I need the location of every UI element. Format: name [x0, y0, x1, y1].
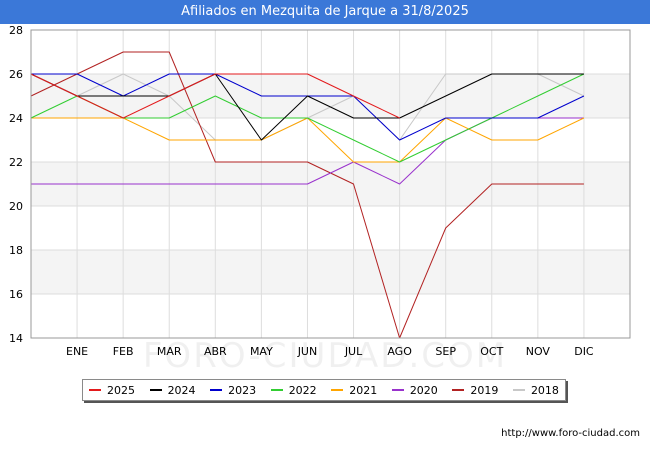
y-tick-label: 18 [9, 244, 23, 257]
x-tick-label: ENE [66, 345, 88, 358]
plot-frame [30, 29, 631, 339]
x-tick-label: DIC [574, 345, 594, 358]
legend-label: 2024 [167, 383, 196, 397]
x-tick-label: JUL [344, 345, 363, 358]
series-line-2019 [30, 51, 584, 339]
x-tick-label: MAR [157, 345, 182, 358]
x-axis: ENE FEB MAR ABR MAY JUN JUL AGO SEP OCT NOV DIC [66, 345, 594, 358]
legend-swatch [89, 389, 101, 391]
legend-swatch [270, 389, 283, 391]
x-tick-label: FEB [113, 345, 134, 358]
legend-label: 2019 [470, 383, 499, 397]
legend-swatch [512, 389, 525, 391]
y-tick-label: 14 [9, 332, 23, 345]
legend-label: 2020 [409, 383, 438, 397]
grid-band [31, 250, 630, 294]
legend-item-2022: 2022 [270, 383, 317, 397]
chart-title: Afiliados en Mezquita de Jarque a 31/8/2… [0, 0, 650, 24]
legend-item-2019: 2019 [452, 384, 498, 397]
x-tick-label: JUN [297, 345, 318, 358]
legend-label: 2025 [107, 383, 135, 397]
y-tick-label: 16 [9, 288, 23, 301]
x-tick-label: ABR [204, 345, 227, 358]
legend-item-2024: 2024 [149, 383, 196, 397]
legend-item-2020: 2020 [391, 383, 438, 397]
source-link[interactable]: http://www.foro-ciudad.com [501, 428, 640, 439]
x-tick-label: NOV [526, 345, 551, 358]
series-line-2025 [30, 73, 400, 119]
legend-label: 2023 [228, 383, 257, 397]
y-tick-label: 24 [9, 112, 23, 125]
legend-swatch [452, 389, 465, 391]
series-line-2024 [30, 73, 584, 141]
legend-swatch [391, 389, 404, 391]
legend-swatch [331, 389, 344, 391]
legend-label: 2018 [530, 383, 559, 397]
legend-item-2025: 2025 [89, 384, 135, 397]
x-tick-label: SEP [435, 345, 456, 358]
legend-item-2021: 2021 [331, 384, 377, 397]
legend: 2025 2024 2023 2022 2021 2020 2019 2018 [82, 379, 566, 401]
legend-item-2018: 2018 [512, 383, 559, 397]
x-tick-label: MAY [250, 345, 273, 358]
y-axis: 14 16 18 20 22 24 26 28 [9, 24, 23, 345]
legend-item-2023: 2023 [210, 384, 256, 397]
y-tick-label: 22 [9, 156, 23, 169]
series-group [30, 51, 585, 339]
y-tick-label: 26 [9, 68, 23, 81]
legend-swatch [210, 389, 223, 391]
watermark: FORO-CIUDAD.COM [142, 336, 508, 376]
x-tick-label: OCT [480, 345, 503, 358]
y-tick-label: 28 [9, 24, 23, 37]
y-tick-label: 20 [9, 200, 23, 213]
legend-label: 2022 [288, 383, 317, 397]
legend-swatch [149, 389, 162, 391]
legend-label: 2021 [349, 383, 378, 397]
x-tick-label: AGO [387, 345, 412, 358]
